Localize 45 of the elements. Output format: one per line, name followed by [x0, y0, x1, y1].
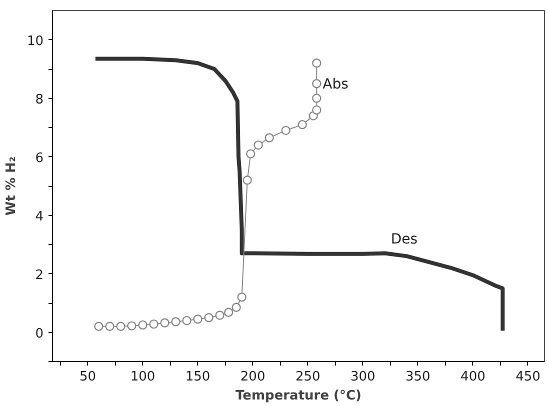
point — [127, 321, 136, 330]
point — [237, 292, 246, 302]
point — [171, 317, 180, 326]
point — [281, 126, 290, 136]
y-tick-label: 10 — [26, 34, 44, 49]
point — [242, 176, 252, 185]
point — [254, 140, 263, 150]
x-tick-label: 150 — [185, 370, 210, 384]
point — [298, 120, 307, 130]
point — [94, 322, 104, 331]
y-tick-label: 0 — [35, 326, 44, 342]
y-tick-label: 8 — [35, 92, 44, 108]
point — [246, 149, 256, 158]
point — [312, 79, 322, 88]
point — [224, 308, 234, 317]
point — [105, 322, 114, 331]
x-axis-title: Temperature (°C) — [236, 388, 362, 404]
x-tick-label: 450 — [516, 370, 540, 384]
point — [232, 302, 241, 312]
point — [312, 58, 322, 68]
line-series — [93, 56, 505, 333]
point — [160, 318, 170, 328]
point — [182, 316, 192, 326]
x-tick-label: 200 — [240, 370, 266, 384]
x-tick-label: 250 — [295, 370, 320, 384]
x-tick-label: 350 — [406, 370, 430, 384]
y-tick-label: 6 — [35, 150, 44, 166]
point — [264, 133, 274, 142]
x-tick-label: 100 — [130, 370, 156, 384]
point — [138, 320, 148, 330]
x-tick-label: 300 — [350, 370, 376, 384]
point — [312, 94, 322, 103]
point — [204, 313, 214, 322]
point — [116, 322, 126, 331]
point — [193, 314, 202, 324]
point — [149, 319, 158, 329]
y-axis-title: Wt % H₂ — [4, 156, 19, 216]
annotation: Abs — [322, 76, 348, 92]
y-tick-label: 2 — [35, 268, 44, 283]
annotation: Des — [390, 231, 418, 248]
x-tick-label: 400 — [460, 370, 486, 384]
point — [312, 105, 322, 115]
point — [215, 310, 224, 320]
y-tick-label: 4 — [35, 209, 44, 224]
x-tick-label: 50 — [79, 370, 96, 384]
